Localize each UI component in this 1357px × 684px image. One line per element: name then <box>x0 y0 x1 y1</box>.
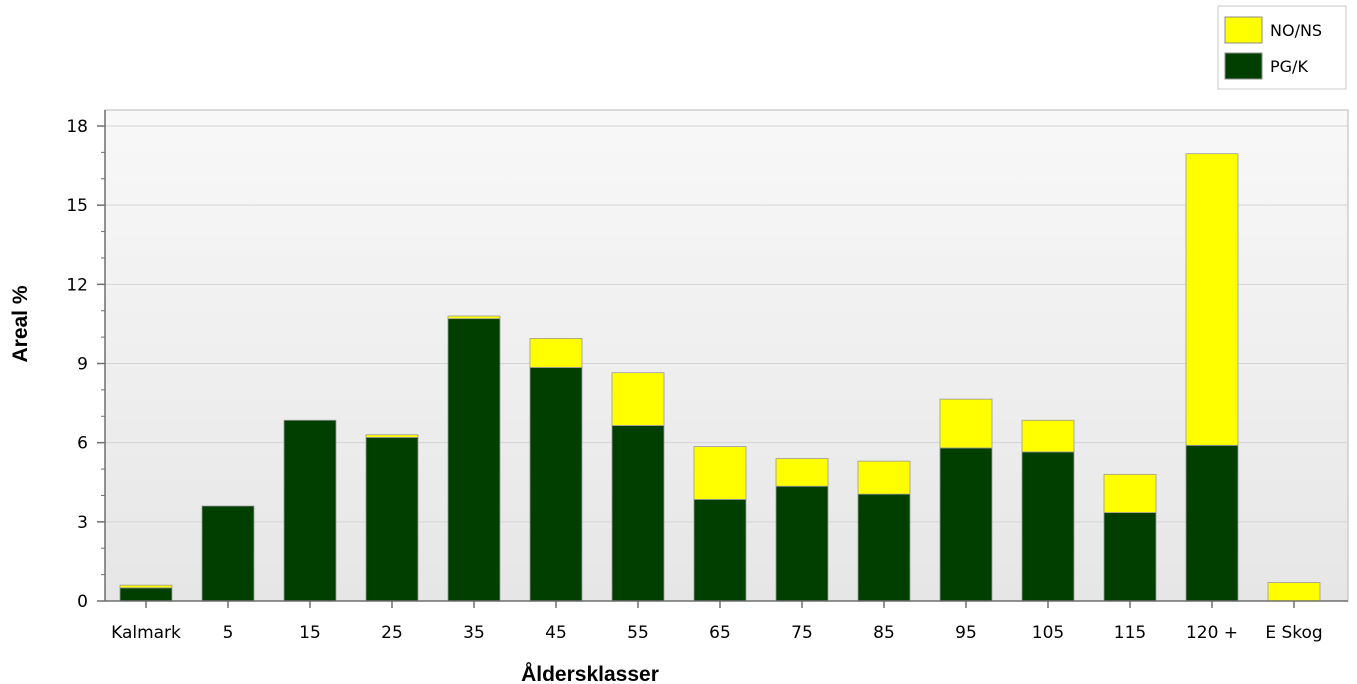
x-tick-label: 5 <box>223 623 234 643</box>
x-tick-label: 15 <box>299 623 321 643</box>
x-tick-label: 25 <box>381 623 403 643</box>
x-tick-label: 95 <box>955 623 977 643</box>
y-tick-label: 12 <box>66 275 88 295</box>
bar-pg-k-9 <box>857 493 911 602</box>
x-tick-label: 105 <box>1032 623 1064 643</box>
bar-no-ns-5 <box>529 338 583 368</box>
bar-pg-k-12 <box>1103 512 1157 602</box>
x-tick-label: 75 <box>791 623 813 643</box>
bar-no-ns-11 <box>1021 419 1075 453</box>
x-tick-label: 115 <box>1114 623 1146 643</box>
bar-no-ns-14 <box>1267 582 1321 602</box>
legend: NO/NS PG/K <box>1217 5 1347 90</box>
bar-pg-k-5 <box>529 367 583 602</box>
x-tick-label: Kalmark <box>111 623 181 643</box>
bars <box>119 153 1321 602</box>
bar-pg-k-1 <box>201 505 255 602</box>
bar-no-ns-6 <box>611 372 665 426</box>
x-tick-label: 65 <box>709 623 731 643</box>
y-tick-label: 0 <box>77 592 88 612</box>
bar-pg-k-3 <box>365 436 419 602</box>
bar-pg-k-0 <box>119 587 173 602</box>
legend-swatch-pg-k <box>1224 52 1263 80</box>
legend-swatch-no-ns <box>1224 16 1263 44</box>
bar-pg-k-7 <box>693 499 747 602</box>
bar-pg-k-8 <box>775 485 829 602</box>
bar-no-ns-12 <box>1103 473 1157 513</box>
y-tick-label: 6 <box>77 434 88 454</box>
bar-no-ns-0 <box>119 584 173 589</box>
x-ticks: Kalmark 5 15 25 35 45 55 65 75 85 95 105 115 120 + E S… <box>111 601 1323 643</box>
bar-no-ns-13 <box>1185 153 1239 446</box>
bar-no-ns-8 <box>775 458 829 487</box>
y-tick-label: 18 <box>66 117 88 137</box>
bar-pg-k-6 <box>611 425 665 602</box>
x-axis-title: Åldersklasser <box>521 662 659 684</box>
y-tick-label: 15 <box>66 196 88 216</box>
x-tick-label: 85 <box>873 623 895 643</box>
y-tick-label: 3 <box>77 513 88 533</box>
x-tick-label: 120 + <box>1186 623 1238 643</box>
bar-pg-k-13 <box>1185 444 1239 602</box>
y-ticks: 0 3 6 9 12 15 18 <box>66 117 105 612</box>
bar-no-ns-9 <box>857 460 911 495</box>
legend-label-no-ns: NO/NS <box>1270 21 1322 40</box>
y-axis-title: Areal % <box>9 285 32 362</box>
x-tick-label: 35 <box>463 623 485 643</box>
y-tick-label: 9 <box>77 355 88 375</box>
bar-no-ns-3 <box>365 434 419 438</box>
bar-no-ns-10 <box>939 398 993 449</box>
bar-pg-k-11 <box>1021 451 1075 602</box>
bar-pg-k-10 <box>939 447 993 602</box>
bar-no-ns-7 <box>693 446 747 500</box>
bar-pg-k-2 <box>283 419 337 602</box>
x-tick-label: 45 <box>545 623 567 643</box>
x-tick-label: 55 <box>627 623 649 643</box>
axes <box>104 110 1348 602</box>
x-tick-label: E Skog <box>1265 623 1322 643</box>
legend-label-pg-k: PG/K <box>1270 57 1308 76</box>
bar-pg-k-4 <box>447 318 501 602</box>
bar-no-ns-4 <box>447 315 501 320</box>
